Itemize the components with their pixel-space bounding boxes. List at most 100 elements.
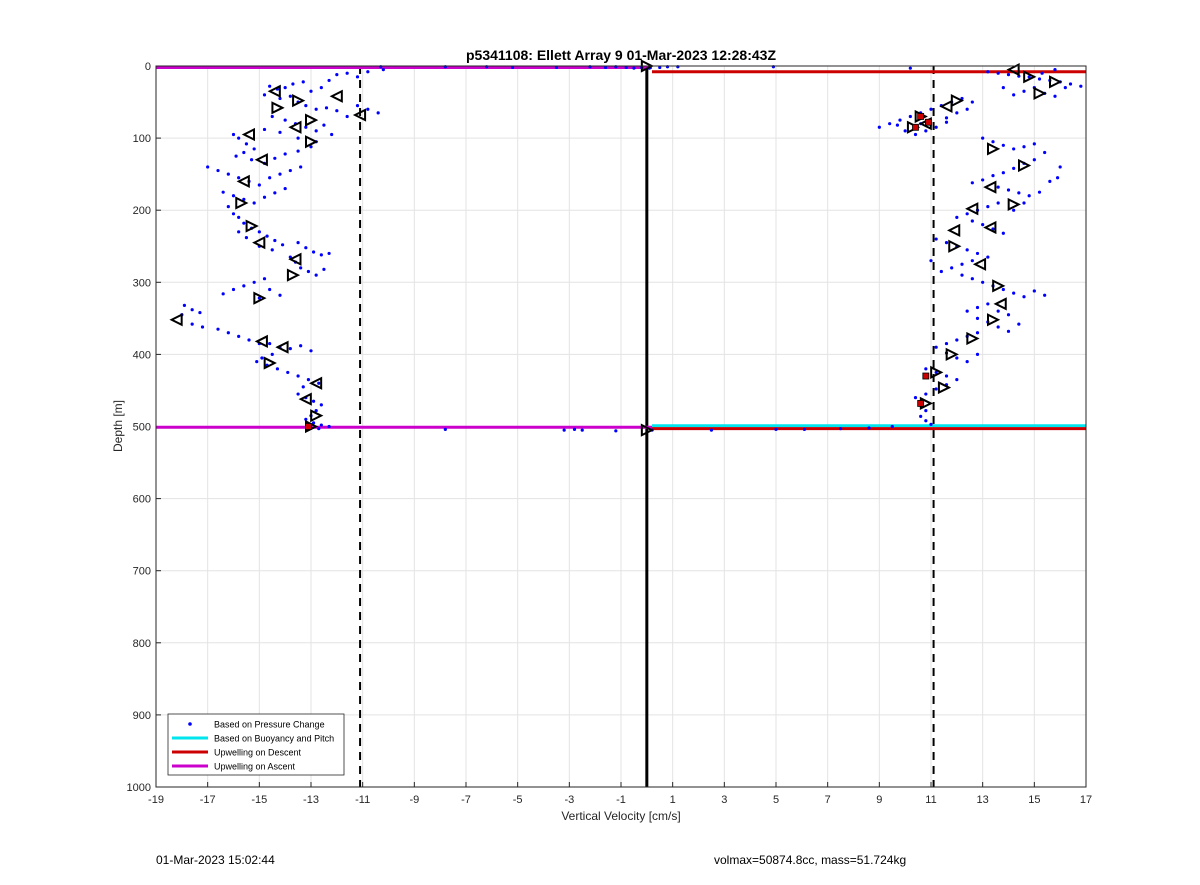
data-point bbox=[944, 341, 949, 346]
data-point bbox=[510, 65, 515, 70]
data-point bbox=[919, 414, 923, 419]
data-point bbox=[322, 123, 326, 127]
data-point bbox=[955, 111, 959, 115]
legend-label: Upwelling on Descent bbox=[214, 748, 302, 758]
data-point bbox=[231, 212, 236, 216]
direction-marker bbox=[253, 291, 267, 305]
data-point bbox=[975, 352, 980, 356]
direction-marker bbox=[252, 236, 266, 250]
data-point bbox=[554, 65, 559, 70]
direction-marker bbox=[308, 376, 323, 390]
data-point bbox=[955, 356, 959, 360]
direction-marker bbox=[947, 223, 961, 238]
data-point bbox=[231, 194, 236, 198]
data-point bbox=[345, 114, 349, 119]
data-point bbox=[330, 132, 334, 137]
data-point bbox=[314, 409, 318, 413]
red-marker bbox=[925, 118, 932, 126]
y-tick-label: 1000 bbox=[127, 782, 151, 794]
data-point bbox=[278, 293, 282, 297]
y-axis-label: Depth [m] bbox=[111, 400, 125, 452]
data-point bbox=[867, 426, 871, 430]
data-point bbox=[1055, 176, 1060, 180]
red-marker bbox=[917, 400, 925, 407]
x-tick-labels: -19 -17 -15 -13 -11 -9 -7 -5 -3 -1 1 3 5 7 9 11 13 15 17 bbox=[148, 794, 1092, 806]
data-point bbox=[903, 129, 907, 133]
data-point bbox=[960, 273, 964, 277]
direction-marker bbox=[288, 120, 302, 134]
data-point bbox=[955, 215, 959, 220]
data-point bbox=[443, 427, 447, 431]
data-point bbox=[986, 70, 990, 74]
data-point bbox=[975, 316, 980, 320]
direction-marker bbox=[987, 142, 1001, 156]
data-point bbox=[895, 123, 900, 127]
data-point bbox=[283, 152, 287, 156]
data-point bbox=[1012, 291, 1016, 295]
direction-marker bbox=[1049, 75, 1063, 89]
y-tick-label: 500 bbox=[133, 422, 151, 434]
data-point bbox=[314, 129, 318, 133]
legend: Based on Pressure Change Based on Buoyanc… bbox=[167, 713, 345, 776]
data-point bbox=[929, 422, 933, 426]
x-tick-label: -1 bbox=[616, 794, 626, 806]
data-point bbox=[965, 212, 969, 216]
x-tick-label: -19 bbox=[148, 794, 164, 806]
direction-marker bbox=[1018, 158, 1032, 173]
data-point bbox=[237, 176, 241, 180]
footer-timestamp: 01-Mar-2023 15:02:44 bbox=[156, 853, 275, 867]
data-point bbox=[1006, 313, 1011, 317]
data-point bbox=[986, 302, 990, 306]
plot-frame bbox=[155, 65, 1087, 788]
direction-marker bbox=[939, 99, 953, 113]
data-point bbox=[709, 428, 714, 432]
data-point bbox=[257, 230, 261, 234]
x-tick-label: -9 bbox=[409, 794, 419, 806]
red-marker bbox=[922, 372, 930, 380]
data-point bbox=[268, 176, 272, 180]
data-point bbox=[924, 419, 928, 423]
data-point bbox=[632, 66, 636, 70]
data-point bbox=[1006, 329, 1011, 333]
y-tick-label: 400 bbox=[133, 349, 151, 361]
data-point bbox=[299, 344, 303, 348]
data-point bbox=[275, 367, 280, 371]
data-point bbox=[296, 241, 300, 245]
data-point bbox=[950, 266, 954, 270]
data-point bbox=[1043, 150, 1047, 155]
direction-marker bbox=[267, 84, 281, 98]
data-point bbox=[996, 201, 1000, 205]
data-point bbox=[278, 172, 282, 176]
data-point bbox=[309, 349, 313, 353]
data-point bbox=[244, 142, 249, 146]
red-marker bbox=[305, 423, 312, 430]
data-point bbox=[314, 107, 318, 111]
data-point bbox=[216, 168, 220, 173]
data-point bbox=[268, 287, 272, 292]
data-point bbox=[603, 65, 608, 70]
data-point bbox=[944, 374, 949, 378]
direction-marker bbox=[1023, 70, 1037, 84]
data-point bbox=[319, 423, 323, 427]
data-point bbox=[262, 277, 267, 281]
direction-marker bbox=[271, 101, 285, 115]
data-point bbox=[306, 378, 311, 382]
direction-marker bbox=[965, 202, 979, 216]
data-point bbox=[1037, 77, 1042, 81]
direction-marker bbox=[983, 180, 997, 194]
data-point bbox=[226, 172, 230, 176]
legend-label: Based on Pressure Change bbox=[214, 720, 325, 730]
data-point bbox=[234, 154, 238, 158]
data-point bbox=[580, 428, 584, 432]
y-tick-labels: 0 100 200 300 400 500 600 700 800 900 1000 bbox=[127, 61, 151, 794]
direction-marker bbox=[1006, 62, 1020, 77]
legend-label: Upwelling on Ascent bbox=[214, 762, 296, 772]
x-tick-label: 11 bbox=[925, 794, 936, 806]
data-point bbox=[270, 352, 274, 356]
data-point bbox=[1032, 142, 1036, 146]
data-point bbox=[996, 325, 1000, 329]
direction-marker bbox=[275, 340, 289, 354]
data-point bbox=[283, 118, 287, 122]
direction-marker bbox=[992, 279, 1006, 293]
data-point bbox=[1032, 158, 1036, 162]
